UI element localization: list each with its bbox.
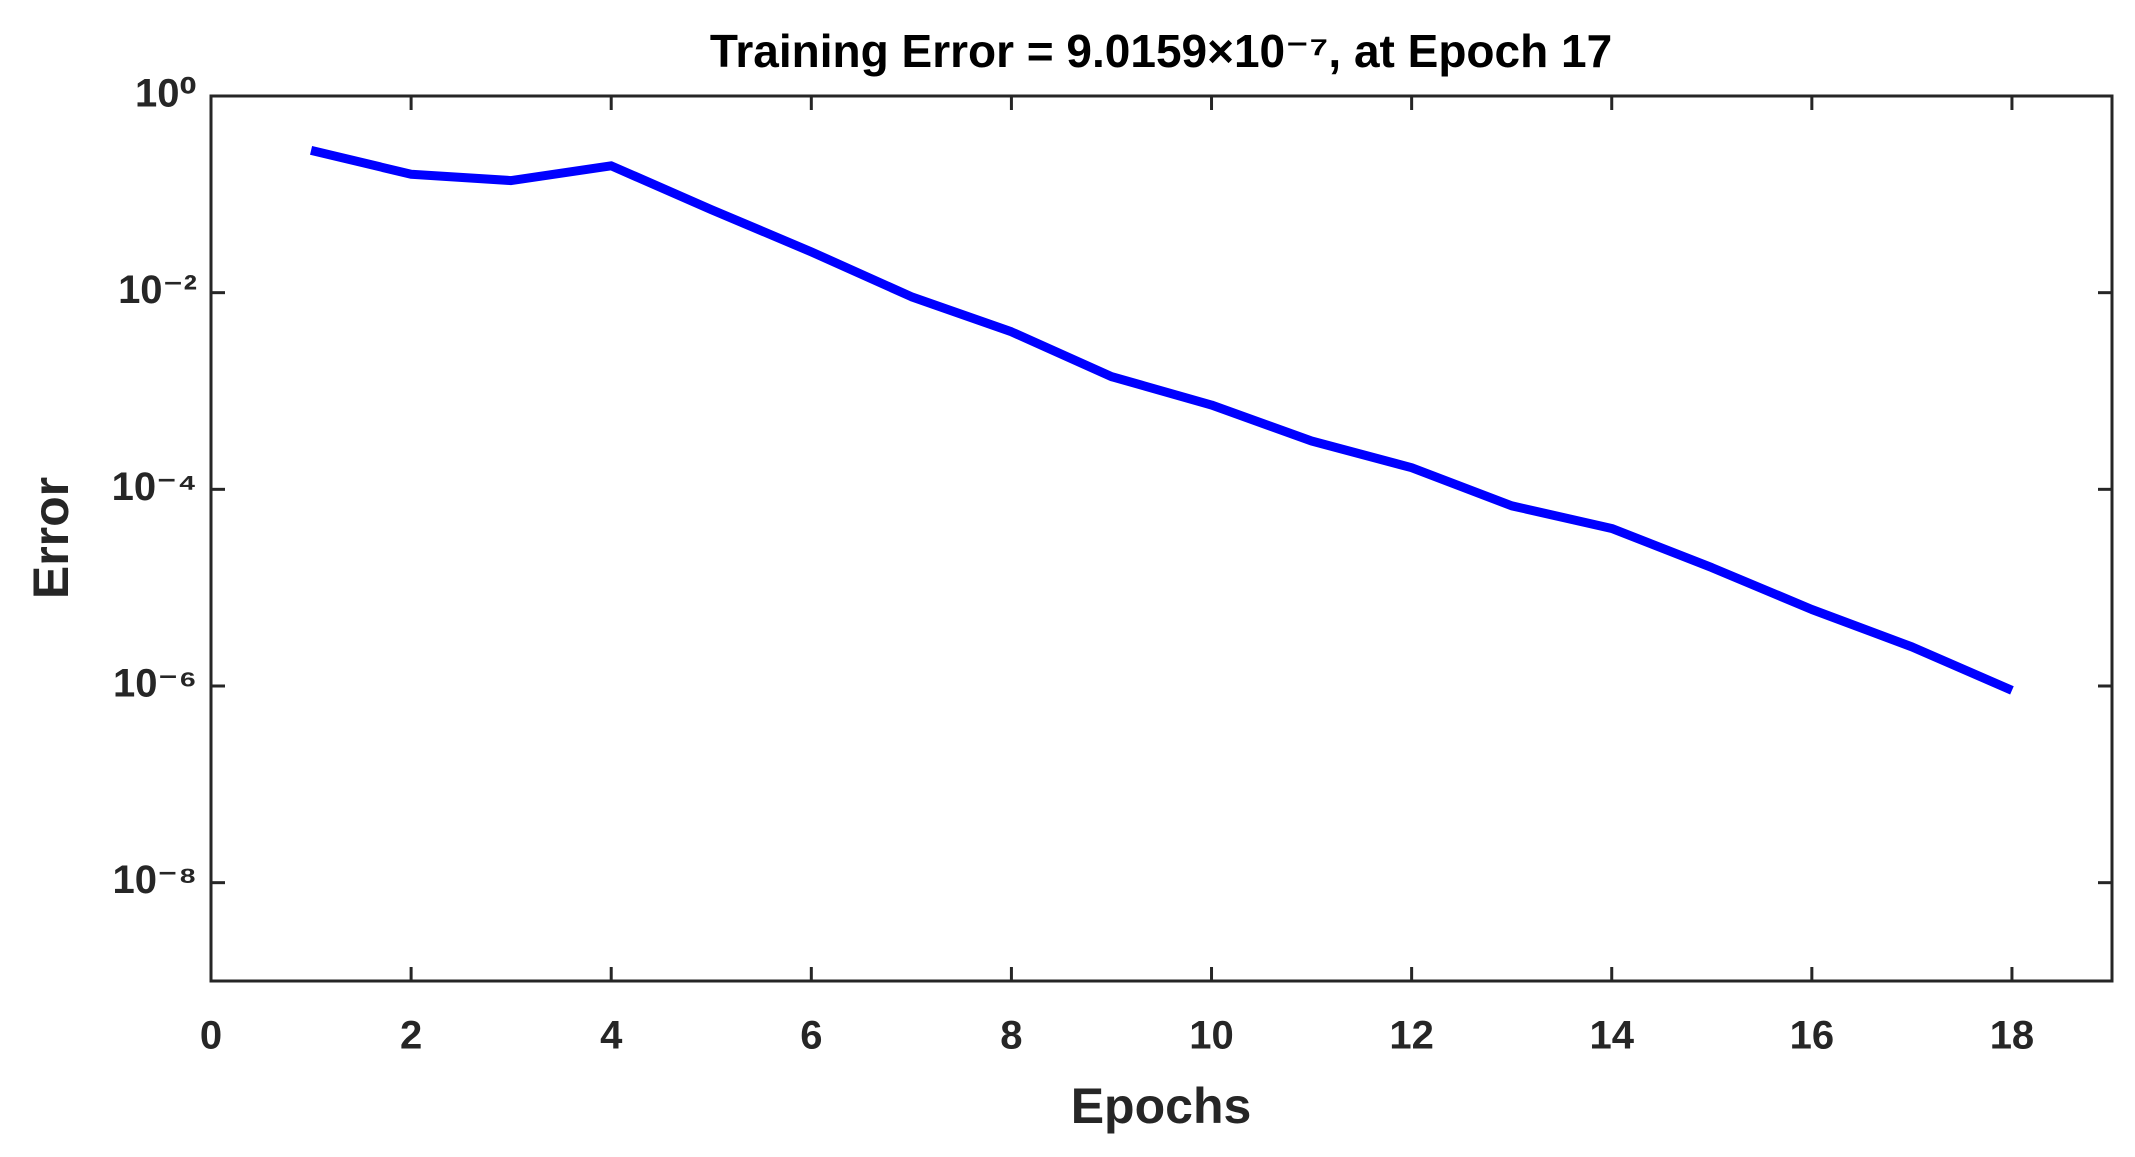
y-tick-label: 10⁻² [118, 268, 197, 312]
y-tick-label: 10⁻⁸ [112, 858, 197, 902]
x-tick-label: 6 [800, 1014, 822, 1058]
y-tick-label: 10⁻⁴ [112, 465, 197, 509]
y-tick-label: 10⁻⁶ [113, 662, 197, 706]
x-tick-label: 14 [1589, 1014, 1634, 1058]
chart-title: Training Error = 9.0159×10⁻⁷, at Epoch 1… [710, 25, 1612, 77]
x-tick-label: 12 [1389, 1014, 1434, 1058]
plot-frame [209, 94, 2114, 983]
x-tick-label: 18 [1990, 1014, 2035, 1058]
y-tick-label: 10⁰ [135, 72, 197, 116]
x-tick-label: 16 [1790, 1014, 1835, 1058]
x-axis-label: Epochs [1071, 1078, 1252, 1134]
data-line [310, 145, 2014, 695]
x-tick-label: 2 [400, 1014, 422, 1058]
x-tick-label: 0 [200, 1014, 222, 1058]
x-tick-label: 10 [1189, 1014, 1234, 1058]
x-tick-label: 8 [1000, 1014, 1022, 1058]
y-axis-label: Error [23, 477, 79, 599]
x-tick-label: 4 [600, 1014, 623, 1058]
